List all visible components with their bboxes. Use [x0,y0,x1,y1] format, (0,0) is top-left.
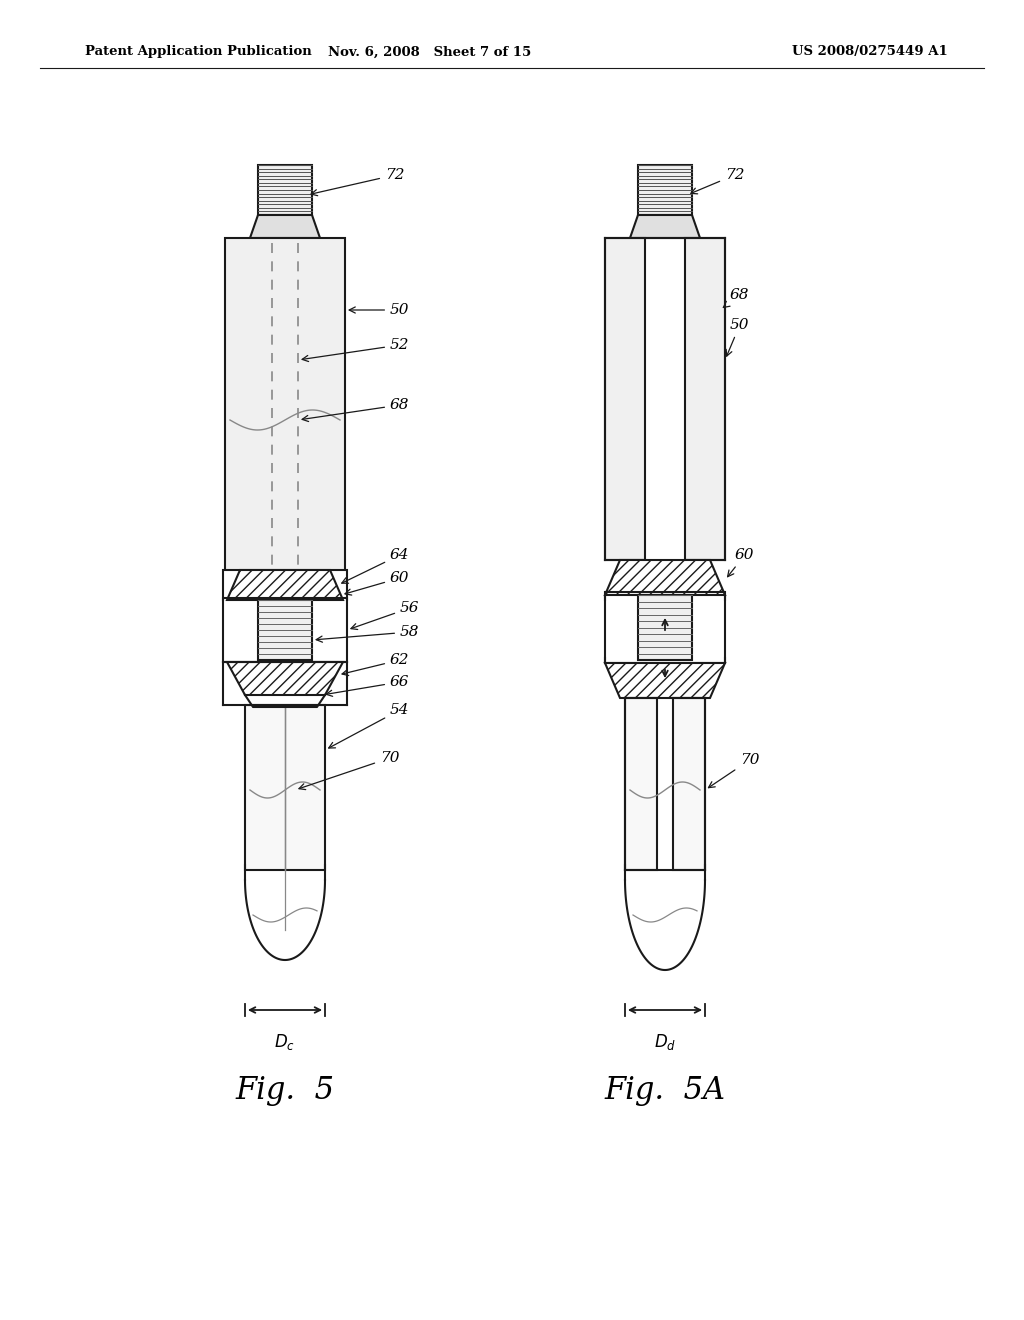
Text: 58: 58 [316,624,420,643]
Polygon shape [250,215,319,238]
Text: 68: 68 [302,399,410,421]
Text: Fig.  5A: Fig. 5A [604,1074,725,1106]
Text: $\mathit{D_d}$: $\mathit{D_d}$ [654,1032,676,1052]
Text: 56: 56 [351,601,420,630]
Text: 66: 66 [326,675,410,697]
Bar [685,238,725,560]
Text: 68: 68 [723,288,750,308]
Polygon shape [227,663,343,696]
Text: 50: 50 [726,318,750,356]
Text: Nov. 6, 2008   Sheet 7 of 15: Nov. 6, 2008 Sheet 7 of 15 [329,45,531,58]
Text: 70: 70 [299,751,399,789]
Polygon shape [227,570,343,601]
Text: Patent Application Publication: Patent Application Publication [85,45,311,58]
Text: US 2008/0275449 A1: US 2008/0275449 A1 [793,45,948,58]
Bar [223,598,347,663]
Bar [638,595,692,660]
Bar [225,238,345,570]
Text: 72: 72 [311,168,404,195]
Bar [625,698,657,870]
Bar [673,698,705,870]
Bar [638,165,692,215]
Polygon shape [630,215,700,238]
Text: 60: 60 [728,548,755,577]
Text: 50: 50 [349,304,410,317]
Bar [258,165,312,215]
Text: 60: 60 [345,572,410,595]
Bar [245,705,325,870]
Text: 64: 64 [342,548,410,583]
Text: 72: 72 [691,168,744,194]
Text: Fig.  5: Fig. 5 [236,1074,335,1106]
Bar [258,601,312,660]
Text: 62: 62 [342,653,410,676]
Bar [605,591,725,663]
Text: 54: 54 [329,704,410,748]
Bar [605,238,645,560]
Polygon shape [605,663,725,698]
Text: 70: 70 [709,752,760,788]
Text: 52: 52 [302,338,410,362]
Text: $\mathit{D_c}$: $\mathit{D_c}$ [274,1032,296,1052]
Polygon shape [605,560,725,595]
